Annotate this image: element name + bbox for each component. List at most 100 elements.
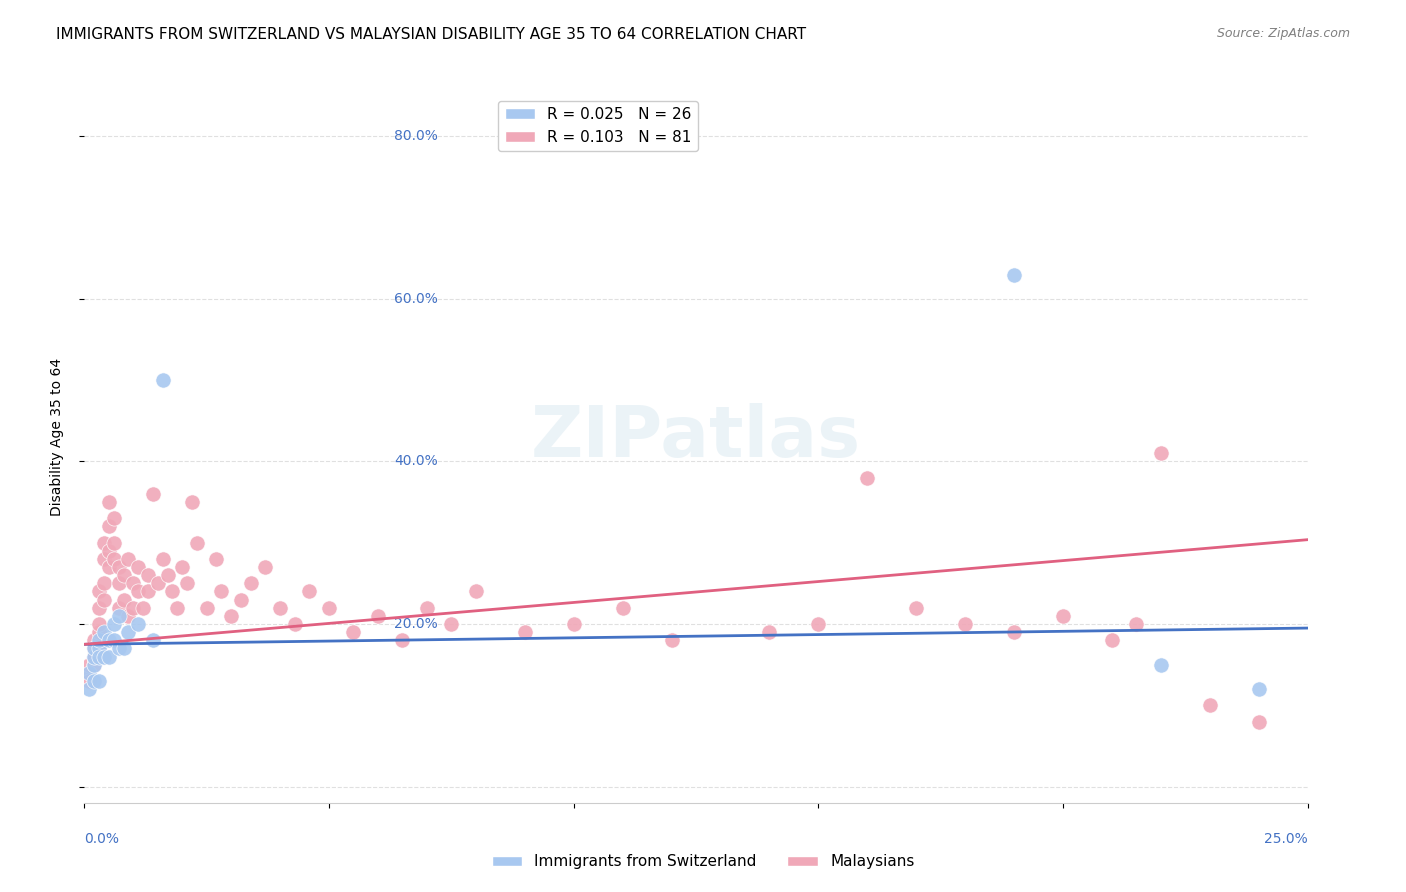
Text: 80.0%: 80.0% xyxy=(394,129,437,144)
Point xyxy=(342,625,364,640)
Point xyxy=(239,576,262,591)
Point xyxy=(152,552,174,566)
Text: 20.0%: 20.0% xyxy=(394,617,437,631)
Point xyxy=(464,584,486,599)
Point xyxy=(513,625,536,640)
Point xyxy=(87,641,110,656)
Point xyxy=(93,592,115,607)
Point xyxy=(97,544,120,558)
Point xyxy=(205,552,228,566)
Text: Source: ZipAtlas.com: Source: ZipAtlas.com xyxy=(1216,27,1350,40)
Point xyxy=(87,673,110,688)
Point xyxy=(87,600,110,615)
Point xyxy=(1052,608,1074,623)
Point xyxy=(186,535,208,549)
Point xyxy=(87,649,110,664)
Point xyxy=(117,608,139,623)
Point xyxy=(87,617,110,632)
Legend: R = 0.025   N = 26, R = 0.103   N = 81: R = 0.025 N = 26, R = 0.103 N = 81 xyxy=(498,101,697,151)
Point xyxy=(93,649,115,664)
Point xyxy=(107,560,129,574)
Point xyxy=(103,617,125,632)
Point xyxy=(440,617,463,632)
Point xyxy=(107,641,129,656)
Point xyxy=(97,633,120,648)
Point xyxy=(209,584,232,599)
Point xyxy=(93,552,115,566)
Point xyxy=(142,487,165,501)
Text: 0.0%: 0.0% xyxy=(84,832,120,846)
Point xyxy=(219,608,242,623)
Point xyxy=(136,584,159,599)
Point xyxy=(1247,681,1270,696)
Point xyxy=(103,511,125,525)
Point xyxy=(905,600,928,615)
Point xyxy=(318,600,340,615)
Point xyxy=(176,576,198,591)
Point xyxy=(152,373,174,387)
Point xyxy=(284,617,307,632)
Point xyxy=(562,617,585,632)
Point xyxy=(156,568,179,582)
Point xyxy=(117,552,139,566)
Point xyxy=(93,576,115,591)
Point xyxy=(758,625,780,640)
Point xyxy=(77,673,100,688)
Point xyxy=(107,608,129,623)
Point xyxy=(1150,446,1173,460)
Point xyxy=(1002,268,1025,282)
Point xyxy=(856,471,879,485)
Point xyxy=(1002,625,1025,640)
Point xyxy=(107,576,129,591)
Point xyxy=(87,625,110,640)
Text: ZIPatlas: ZIPatlas xyxy=(531,402,860,472)
Point xyxy=(298,584,321,599)
Point xyxy=(195,600,218,615)
Point xyxy=(83,649,105,664)
Point xyxy=(83,649,105,664)
Point xyxy=(391,633,413,648)
Y-axis label: Disability Age 35 to 64: Disability Age 35 to 64 xyxy=(49,358,63,516)
Point xyxy=(127,584,149,599)
Point xyxy=(953,617,976,632)
Text: IMMIGRANTS FROM SWITZERLAND VS MALAYSIAN DISABILITY AGE 35 TO 64 CORRELATION CHA: IMMIGRANTS FROM SWITZERLAND VS MALAYSIAN… xyxy=(56,27,807,42)
Point xyxy=(83,657,105,672)
Point xyxy=(166,600,188,615)
Point xyxy=(172,560,194,574)
Point xyxy=(807,617,830,632)
Point xyxy=(127,560,149,574)
Point xyxy=(83,633,105,648)
Point xyxy=(112,592,135,607)
Text: 25.0%: 25.0% xyxy=(1264,832,1308,846)
Point xyxy=(269,600,291,615)
Point xyxy=(1247,714,1270,729)
Point xyxy=(1101,633,1123,648)
Point xyxy=(83,673,105,688)
Point xyxy=(416,600,439,615)
Point xyxy=(97,560,120,574)
Point xyxy=(83,657,105,672)
Point xyxy=(83,649,105,664)
Point xyxy=(103,633,125,648)
Point xyxy=(367,608,389,623)
Text: 40.0%: 40.0% xyxy=(394,454,437,468)
Point xyxy=(77,681,100,696)
Point xyxy=(122,576,145,591)
Point xyxy=(93,535,115,549)
Point xyxy=(127,617,149,632)
Point xyxy=(77,665,100,680)
Point xyxy=(87,641,110,656)
Point xyxy=(142,633,165,648)
Point xyxy=(162,584,184,599)
Point xyxy=(107,600,129,615)
Point xyxy=(83,641,105,656)
Point xyxy=(1150,657,1173,672)
Point xyxy=(181,495,204,509)
Point xyxy=(229,592,252,607)
Point xyxy=(87,633,110,648)
Point xyxy=(1198,698,1220,713)
Point xyxy=(103,535,125,549)
Point xyxy=(97,649,120,664)
Point xyxy=(77,665,100,680)
Point xyxy=(117,625,139,640)
